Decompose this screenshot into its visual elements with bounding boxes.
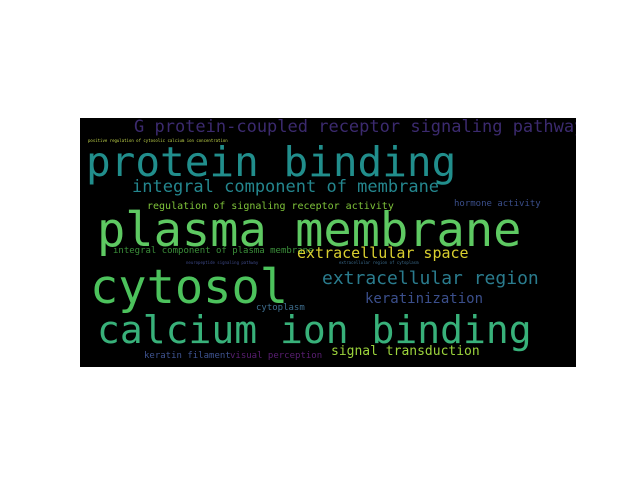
word-protein-binding: protein binding: [86, 138, 457, 186]
word-extracellular-region-of-cytoplasm: extracellular region of cytoplasm: [339, 260, 419, 265]
word-neuropeptide-signaling-pathway: neuropeptide signaling pathway: [186, 260, 259, 265]
word-keratin-filament: keratin filament: [144, 351, 231, 361]
word-g-protein-coupled-receptor-signaling-pathway: G protein-coupled receptor signaling pat…: [134, 118, 576, 137]
word-positive-regulation-cytosolic-calcium: positive regulation of cytosolic calcium…: [88, 138, 228, 143]
word-visual-perception: visual perception: [230, 351, 323, 361]
word-extracellular-space: extracellular space: [297, 244, 469, 262]
word-extracellular-region: extracellular region: [322, 268, 539, 289]
word-cloud: G protein-coupled receptor signaling pat…: [80, 118, 576, 367]
word-hormone-activity: hormone activity: [454, 199, 541, 209]
word-calcium-ion-binding: calcium ion binding: [97, 308, 532, 352]
word-regulation-of-signaling-receptor-activity: regulation of signaling receptor activit…: [147, 201, 394, 212]
word-integral-component-of-membrane: integral component of membrane: [132, 177, 440, 197]
word-integral-component-of-plasma-membrane: integral component of plasma membrane: [113, 246, 314, 256]
word-cytosol: cytosol: [90, 260, 289, 315]
word-keratinization: keratinization: [365, 291, 484, 307]
word-cytoplasm: cytoplasm: [256, 303, 305, 313]
word-signal-transduction: signal transduction: [331, 344, 480, 359]
word-plasma-membrane: plasma membrane: [97, 203, 522, 258]
